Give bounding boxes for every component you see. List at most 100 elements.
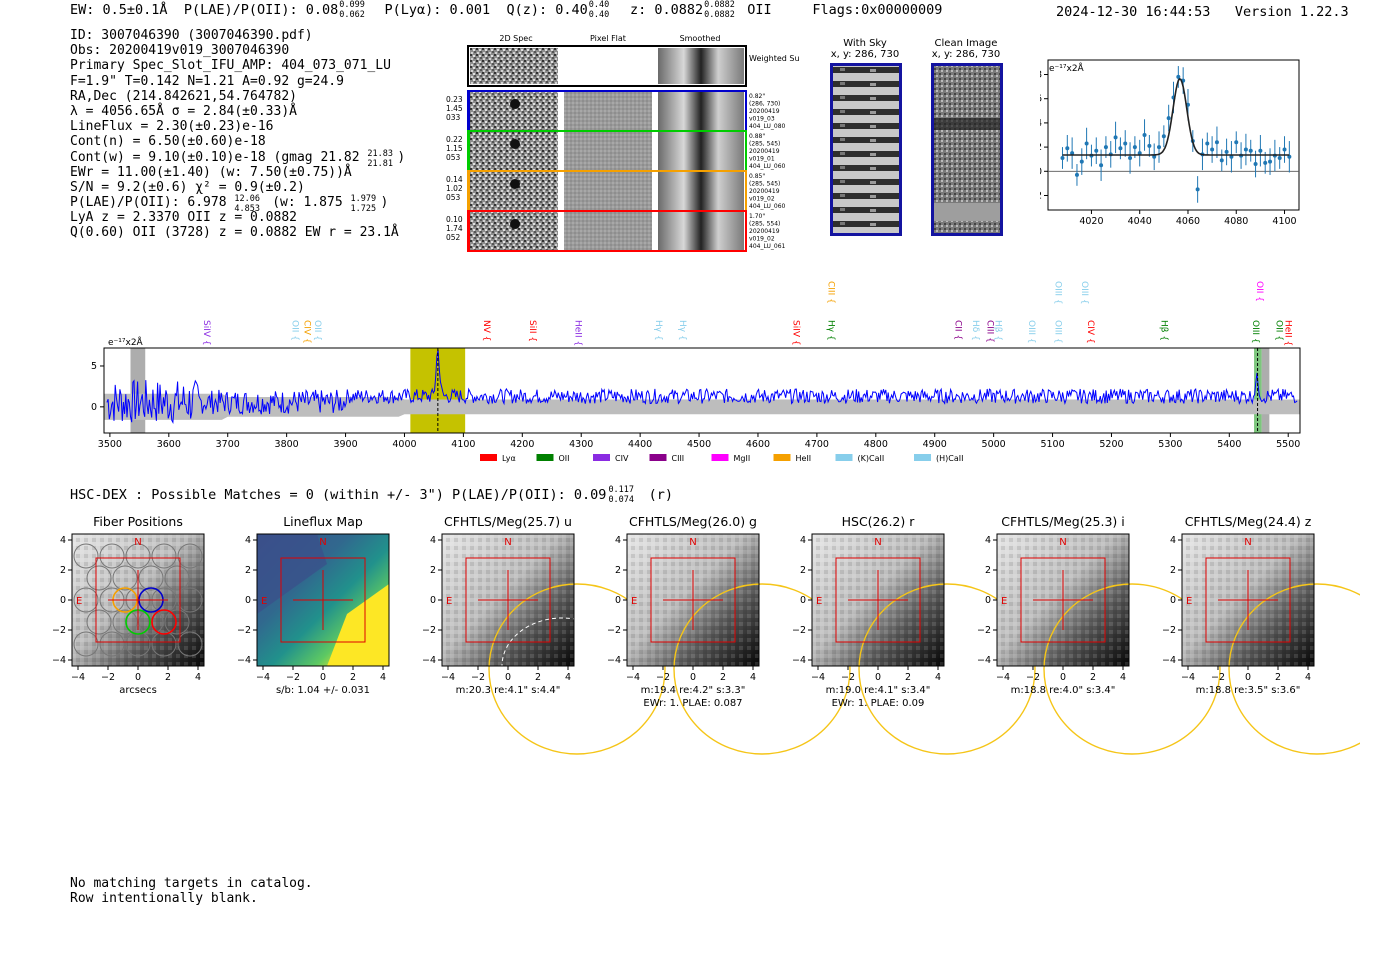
image-panel: Fiber Positions N E −4 −4 −2 −2 0 0 2 2 4 4 arcsecs [52, 514, 205, 696]
info-gmag-lo: 21.81 [367, 158, 394, 169]
panel-ytick-label: −4 [422, 655, 436, 666]
zoom-point [1147, 143, 1152, 148]
panel-xtick-label: 4 [565, 672, 571, 683]
info-lya: LyA z = 2.3370 OII z = 0.0882 [70, 210, 297, 226]
panel-ytick-label: 0 [60, 595, 66, 606]
cutout-row-meta: v019_02 [749, 196, 775, 203]
spectrum-line-label: OII { [1254, 281, 1264, 302]
zoom-point [1205, 141, 1210, 146]
spectrum-xtick-label: 4500 [687, 439, 711, 450]
cutout-pixelflat [564, 212, 652, 250]
spectrum-line-label: OII { [290, 320, 300, 341]
cutout-smoothed [658, 92, 744, 130]
zoom-point [1195, 187, 1200, 192]
header-z-hi: 0.0882 [704, 0, 735, 10]
panel-ytick-label: 0 [1170, 595, 1176, 606]
zoom-point [1123, 141, 1128, 146]
cutout-row-stat: 033 [446, 113, 461, 122]
zoom-point [1113, 135, 1118, 140]
panel-ytick-label: 0 [800, 595, 806, 606]
panel-ytick-label: 2 [985, 565, 991, 576]
spectrum-xtick-label: 4300 [569, 439, 593, 450]
with-sky-titles: With Sky x, y: 286, 730 [828, 38, 902, 60]
image-panel: CFHTLS/Meg(24.4) z N E −4 −4 −2 −2 0 0 2 2 4 4 m:18.8… [1162, 514, 1360, 755]
panel-xtick-label: −2 [1026, 672, 1040, 683]
panel-xtick-label: 0 [1245, 672, 1251, 683]
panel-title: CFHTLS/Meg(25.7) u [444, 514, 572, 529]
spectrum-legend-label: CIII [672, 454, 685, 463]
panel-north-label: N [134, 537, 141, 548]
panel-ytick-label: 2 [245, 565, 251, 576]
weighted-2dspec [470, 48, 558, 84]
spectrum-xtick-label: 4700 [805, 439, 829, 450]
spectrum-line-label: Hβ { [992, 320, 1002, 341]
spectrum-plot-frame [103, 347, 1301, 434]
spectrum-legend-swatch [914, 454, 931, 461]
spectrum-legend-swatch [536, 454, 554, 461]
cutout-row-stat: 1.02 [446, 184, 463, 193]
info-plae-hi: 12.06 [234, 194, 260, 205]
zoom-point [1234, 140, 1239, 145]
info-primary: Primary Spec_Slot_IFU_AMP: 404_073_071_L… [70, 58, 391, 74]
panel-xtick-label: 4 [1120, 672, 1126, 683]
with-sky-title: With Sky [843, 38, 887, 49]
fiber-circle [164, 565, 190, 591]
cutout-row-stat: 053 [446, 193, 461, 202]
fiber-circle [177, 587, 203, 613]
fiber-circle [73, 631, 99, 657]
zoom-ylabel: e⁻¹⁷x2Å [1049, 62, 1085, 74]
spectrum-xtick-label: 5300 [1158, 439, 1182, 450]
cutout-pixelflat [564, 172, 652, 210]
header-qz: Q(z): 0.40 [506, 2, 588, 18]
cutout-source-blob [510, 219, 520, 229]
panel-xtick-label: 2 [1275, 672, 1281, 683]
fiber-circle [138, 565, 164, 591]
panel-ytick-label: −2 [792, 625, 806, 636]
spectrum-line-label: Hδ { [970, 320, 980, 341]
cutout-header-2dspec: 2D Spec [499, 34, 532, 43]
panel-ytick-label: −4 [52, 655, 66, 666]
panel-caption: s/b: 1.04 +/- 0.031 [276, 685, 370, 696]
cutout-row-stat: 0.10 [446, 215, 463, 224]
info-obs: Obs: 20200419v019_3007046390 [70, 43, 290, 59]
panel-title: CFHTLS/Meg(24.4) z [1185, 514, 1312, 529]
zoom-gaussian-fit [1062, 77, 1290, 156]
cutout-source-blob [510, 139, 520, 149]
image-panels: Fiber Positions N E −4 −4 −2 −2 0 0 2 2 4 4 arcsecs Li… [52, 514, 1360, 755]
fiber-circle [99, 631, 125, 657]
cutout-row-meta: 404_LU_060 [749, 163, 786, 170]
zoom-point [1074, 172, 1079, 177]
hsc-lo: 0.074 [608, 495, 635, 505]
spectrum-line-label: HeII { [1282, 320, 1292, 346]
clean-title: Clean Image [934, 38, 998, 49]
weighted-label: Weighted Sum [749, 54, 800, 63]
spectrum-ylabel: e⁻¹⁷x2Å [108, 336, 144, 348]
zoom-point [1103, 145, 1108, 150]
cutout-smoothed [658, 212, 744, 250]
panel-image-shade [257, 534, 327, 614]
spectrum-legend-label: MgII [734, 454, 751, 463]
fiber-circle [177, 631, 203, 657]
info-q: Q(0.60) OII (3728) z = 0.0882 EW r = 23.… [70, 225, 399, 241]
panel-region-box [95, 557, 181, 643]
zoom-point [1142, 133, 1147, 137]
panel-xtick-label: 2 [165, 672, 171, 683]
zoom-point [1079, 159, 1084, 164]
cutout-source-blob [510, 99, 520, 109]
hsc-title: HSC-DEX : Possible Matches = 0 (within +… [70, 487, 607, 503]
panel-ytick-label: 0 [615, 595, 621, 606]
cutout-row-meta: 0.85" [749, 173, 765, 180]
spectrum-content: 3500 3600 3700 3800 3900 4000 4100 4200 4300 4400… [91, 281, 1301, 463]
panel-east-label: E [816, 596, 822, 607]
cutout-grid: 2D Spec Pixel Flat Smoothed Weighted Sum… [446, 34, 800, 252]
info-plae-lo: 4.853 [234, 204, 260, 215]
panel-xtick-label: 2 [535, 672, 541, 683]
panel-xtick-label: 0 [1060, 672, 1066, 683]
hsc-hi: 0.117 [608, 485, 635, 495]
spectrum-xtick-label: 4400 [628, 439, 652, 450]
panel-xtick-label: 0 [135, 672, 141, 683]
cutout-2dspec [470, 172, 558, 210]
spectrum-line-label: CIV { [301, 320, 311, 344]
zoom-point [1176, 74, 1181, 79]
info-sn: S/N = 9.2(±0.6) χ² = 0.9(±0.2) [70, 179, 305, 195]
